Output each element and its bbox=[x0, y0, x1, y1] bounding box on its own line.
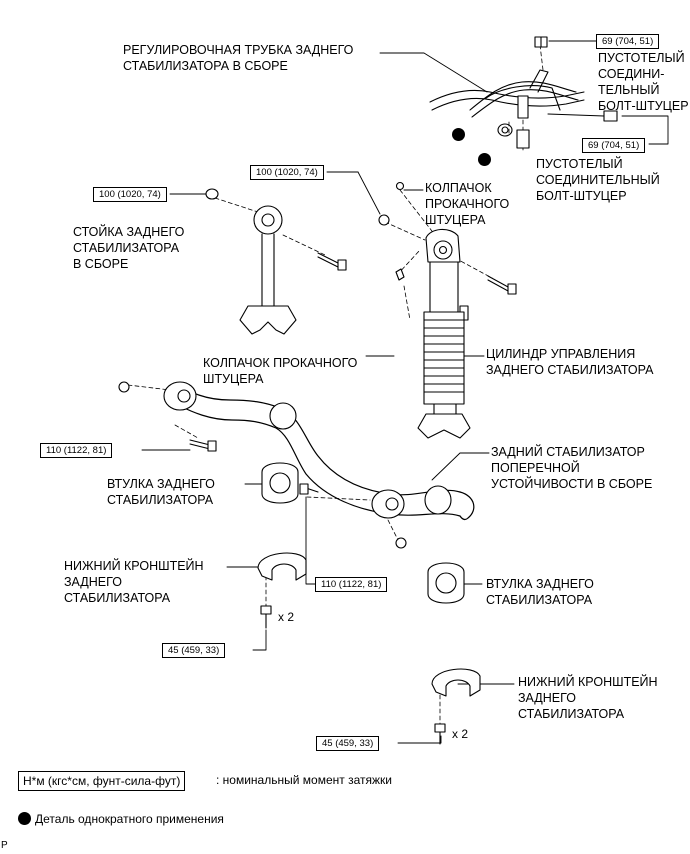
label-rear-stab-tube: РЕГУЛИРОВОЧНАЯ ТРУБКА ЗАДНЕГО СТАБИЛИЗАТО… bbox=[123, 43, 354, 73]
cylinder-bellows bbox=[423, 327, 465, 393]
stabilizer-bar bbox=[118, 381, 475, 549]
adjusting-tube-assembly bbox=[429, 36, 618, 149]
bushing-left bbox=[261, 462, 299, 504]
control-cylinder bbox=[378, 181, 517, 439]
torque-box: 100 (1020, 74) bbox=[93, 187, 167, 202]
label-bushing-2: ВТУЛКА ЗАДНЕГО СТАБИЛИЗАТОРА bbox=[486, 577, 594, 607]
legend-single-use-marker bbox=[18, 812, 31, 825]
leader-lines bbox=[141, 40, 669, 744]
torque-box: 45 (459, 33) bbox=[316, 736, 380, 751]
bracket-left bbox=[257, 552, 307, 629]
torque-box: 100 (1020, 74) bbox=[250, 165, 324, 180]
label-control-cylinder: ЦИЛИНДР УПРАВЛЕНИЯ ЗАДНЕГО СТАБИЛИЗАТОРА bbox=[486, 347, 654, 377]
legend-torque-unit: Н*м (кгс*см, фунт-сила-фут) bbox=[18, 771, 186, 791]
stabilizer-link bbox=[205, 188, 347, 335]
label-bracket-2: НИЖНИЙ КРОНШТЕЙН ЗАДНЕГО СТАБИЛИЗАТОРА bbox=[518, 675, 658, 721]
single-use-marker bbox=[452, 128, 465, 141]
torque-box: 110 (1122, 81) bbox=[40, 443, 113, 458]
bracket-right bbox=[431, 668, 481, 745]
corner-mark: P bbox=[1, 840, 8, 851]
torque-box: 45 (459, 33) bbox=[162, 643, 226, 658]
single-use-marker bbox=[478, 153, 491, 166]
legend-torque-desc: : номинальный момент затяжки bbox=[216, 773, 392, 787]
torque-box: 69 (704, 51) bbox=[582, 138, 646, 153]
quantity-multiplier: x 2 bbox=[452, 727, 469, 741]
torque-box: 110 (1122, 81) bbox=[315, 577, 388, 592]
label-bushing-1: ВТУЛКА ЗАДНЕГО СТАБИЛИЗАТОРА bbox=[107, 477, 215, 507]
quantity-multiplier: x 2 bbox=[278, 610, 295, 624]
bushing-right bbox=[427, 562, 465, 604]
label-hollow-bolt-1: ПУСТОТЕЛЫЙ СОЕДИНИ- ТЕЛЬНЫЙ БОЛТ-ШТУЦЕР bbox=[598, 51, 689, 113]
label-stab-bar: ЗАДНИЙ СТАБИЛИЗАТОР ПОПЕРЕЧНОЙ УСТОЙЧИВОСТ… bbox=[491, 445, 653, 491]
label-bleeder-cap-1: КОЛПАЧОК ПРОКАЧНОГО ШТУЦЕРА bbox=[425, 181, 510, 227]
label-hollow-bolt-2: ПУСТОТЕЛЫЙ СОЕДИНИТЕЛЬНЫЙ БОЛТ-ШТУЦЕР bbox=[536, 157, 660, 203]
legend-single-use-text: Деталь однократного применения bbox=[35, 812, 224, 826]
label-stab-link: СТОЙКА ЗАДНЕГО СТАБИЛИЗАТОРА В СБОРЕ bbox=[73, 225, 185, 271]
label-bleeder-cap-2: КОЛПАЧОК ПРОКАЧНОГО ШТУЦЕРА bbox=[203, 356, 358, 386]
torque-box: 69 (704, 51) bbox=[596, 34, 660, 49]
label-bracket-1: НИЖНИЙ КРОНШТЕЙН ЗАДНЕГО СТАБИЛИЗАТОРА bbox=[64, 559, 204, 605]
